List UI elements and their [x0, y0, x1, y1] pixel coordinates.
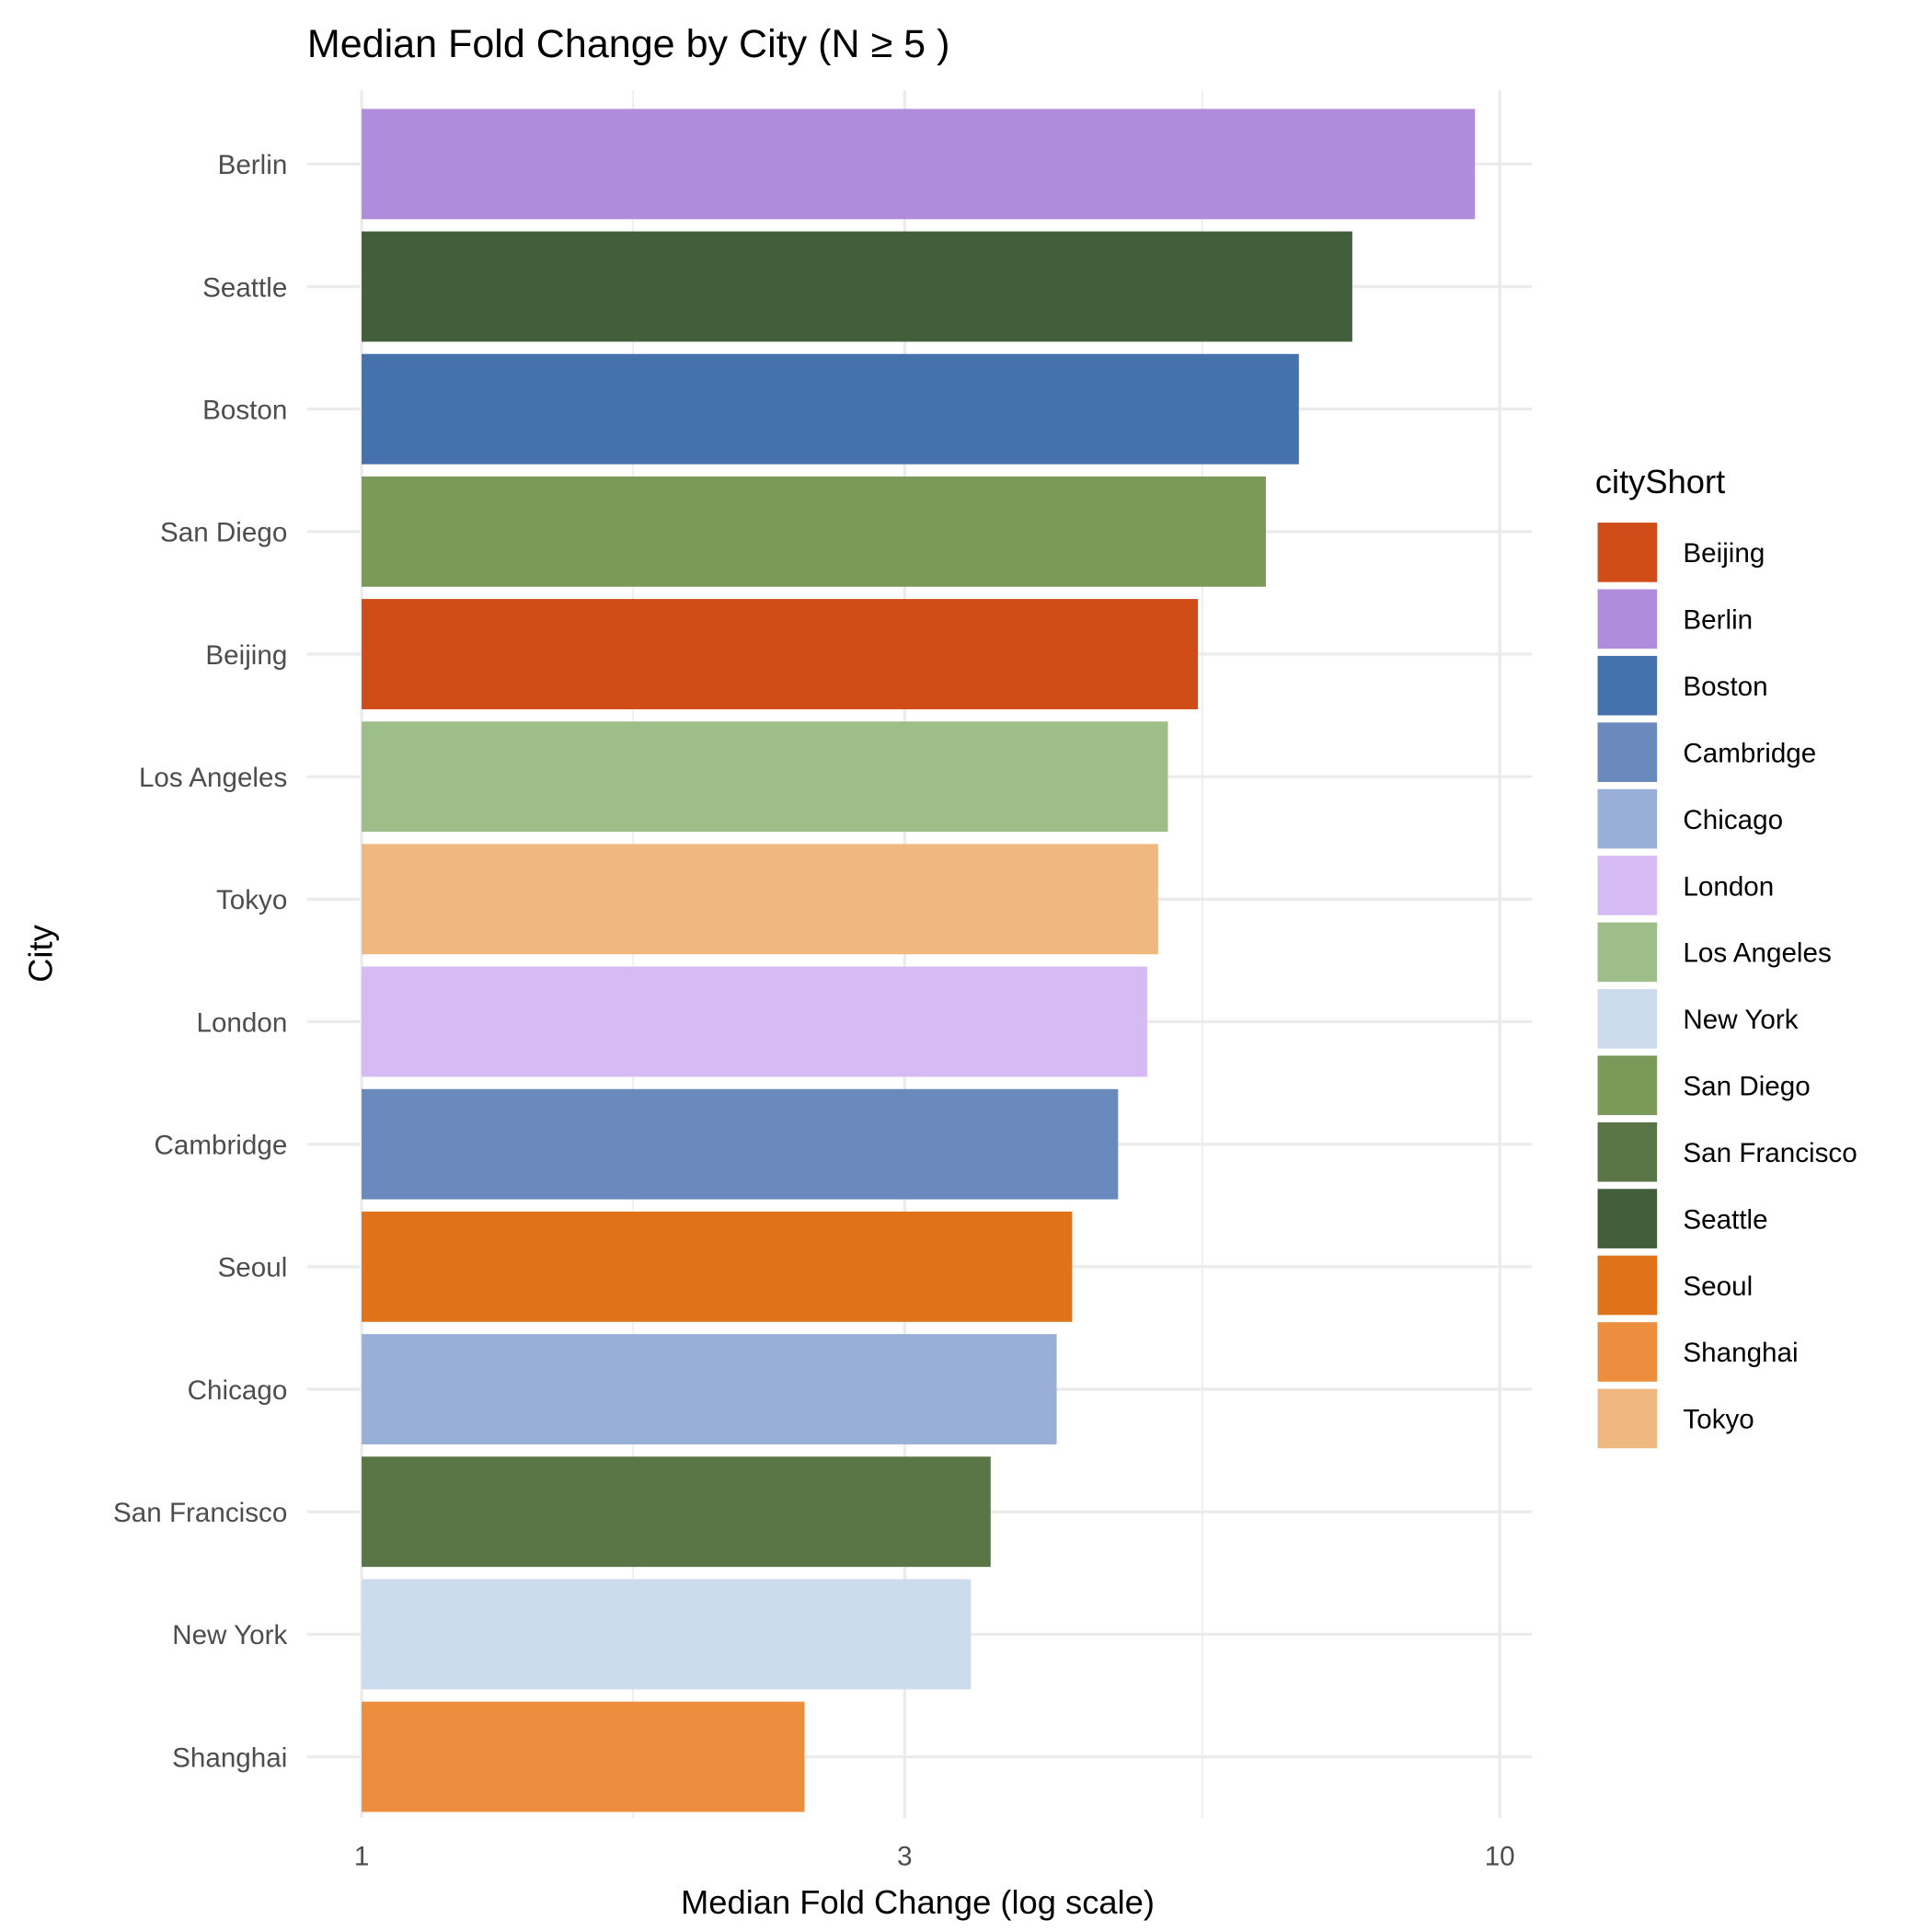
legend-label: Berlin [1683, 605, 1753, 636]
bar-san-diego [362, 476, 1266, 587]
legend-label: San Diego [1683, 1072, 1810, 1102]
bar-seoul [362, 1211, 1073, 1322]
legend-label: Cambridge [1683, 738, 1816, 768]
legend-swatch [1597, 856, 1658, 915]
legend-swatch [1597, 1121, 1658, 1182]
legend-label: Seattle [1683, 1204, 1767, 1235]
y-tick-label: Berlin [218, 150, 288, 180]
bar-cambridge [362, 1088, 1119, 1200]
legend-label: Los Angeles [1683, 938, 1831, 969]
legend-swatch [1597, 1055, 1658, 1116]
x-tick-label: 1 [354, 1841, 369, 1871]
y-tick-label: Tokyo [216, 885, 287, 915]
legend-label: Boston [1683, 672, 1767, 702]
legend-swatch [1597, 589, 1658, 650]
legend-item: Seoul [1597, 1255, 1753, 1316]
y-tick-label: Chicago [188, 1375, 288, 1406]
legend-item: Los Angeles [1597, 922, 1832, 983]
legend-item: Chicago [1597, 788, 1783, 849]
legend-item: Tokyo [1597, 1388, 1754, 1449]
legend: Beijing Berlin Boston Cambridge Chicago Londo… [1597, 523, 1857, 1449]
legend-label: New York [1683, 1005, 1798, 1035]
bar-boston [362, 353, 1299, 465]
chart-title: Median Fold Change by City (N ≥ 5 ) [307, 22, 950, 66]
legend-swatch [1597, 922, 1658, 983]
y-axis-title: City [22, 924, 60, 982]
bar-new-york [362, 1579, 972, 1690]
legend-swatch [1597, 788, 1658, 849]
y-tick-label: London [196, 1007, 287, 1038]
legend-label: San Francisco [1683, 1138, 1857, 1168]
legend-swatch [1597, 655, 1658, 716]
y-tick-label: Boston [202, 395, 287, 425]
legend-label: Seoul [1683, 1271, 1753, 1302]
legend-label: Tokyo [1683, 1405, 1754, 1435]
legend-swatch [1597, 523, 1658, 582]
y-tick-label: San Francisco [113, 1498, 287, 1528]
bar-seattle [362, 231, 1352, 342]
legend-title: cityShort [1595, 463, 1725, 500]
legend-swatch [1597, 722, 1658, 782]
legend-item: San Diego [1597, 1055, 1811, 1116]
bar-tokyo [362, 844, 1158, 955]
bar-london [362, 966, 1147, 1077]
y-tick-label: Seoul [218, 1253, 288, 1283]
legend-item: Berlin [1597, 589, 1753, 650]
legend-item: Boston [1597, 655, 1768, 716]
bars [362, 109, 1476, 1812]
bar-chicago [362, 1334, 1057, 1444]
legend-swatch [1597, 1322, 1658, 1382]
y-tick-labels: Berlin Seattle Boston San Diego Beijing Los A… [113, 150, 287, 1773]
bar-shanghai [362, 1701, 805, 1812]
y-tick-label: New York [172, 1620, 287, 1650]
y-tick-label: Shanghai [172, 1742, 287, 1773]
legend-item: Cambridge [1597, 722, 1816, 782]
legend-label: London [1683, 871, 1774, 902]
x-tick-label: 10 [1485, 1841, 1515, 1871]
legend-item: New York [1597, 989, 1799, 1049]
legend-label: Shanghai [1683, 1338, 1798, 1368]
x-axis-title: Median Fold Change (log scale) [681, 1883, 1155, 1921]
bar-san-francisco [362, 1456, 991, 1568]
legend-label: Chicago [1683, 805, 1783, 835]
legend-item: San Francisco [1597, 1121, 1857, 1182]
y-tick-label: San Diego [160, 518, 287, 548]
legend-label: Beijing [1683, 538, 1765, 569]
legend-swatch [1597, 1388, 1658, 1449]
legend-item: Seattle [1597, 1189, 1768, 1248]
bar-beijing [362, 599, 1199, 709]
legend-swatch [1597, 1255, 1658, 1316]
x-tick-labels: 1 3 10 [354, 1841, 1515, 1871]
x-tick-label: 3 [897, 1841, 912, 1871]
legend-item: Beijing [1597, 523, 1765, 582]
bar-berlin [362, 109, 1476, 220]
y-tick-label: Beijing [205, 640, 287, 671]
y-tick-label: Seattle [202, 272, 287, 303]
y-tick-label: Cambridge [154, 1130, 287, 1160]
legend-item: Shanghai [1597, 1322, 1799, 1382]
legend-swatch [1597, 989, 1658, 1049]
y-tick-label: Los Angeles [139, 763, 287, 793]
bar-los-angeles [362, 721, 1168, 833]
legend-swatch [1597, 1189, 1658, 1248]
legend-item: London [1597, 856, 1774, 915]
